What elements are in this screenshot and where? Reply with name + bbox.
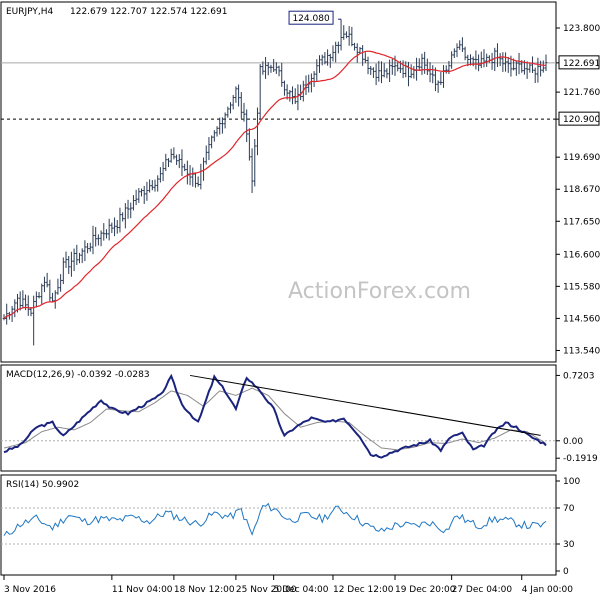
- support-price-box: [558, 111, 600, 126]
- rsi-panel-frame: [0, 474, 557, 576]
- time-axis-label: 25 Nov 20:00: [236, 585, 297, 595]
- macd-axis-label: -0.1919: [563, 454, 598, 464]
- rsi-axis-label: 30: [563, 540, 575, 550]
- watermark: ActionForex.com: [288, 279, 471, 304]
- ohlc-label: 122.679 122.707 122.574 122.691: [70, 7, 227, 17]
- time-axis: 3 Nov 2016 11 Nov 04:00 18 Nov 12:00 25 Nov…: [3, 575, 574, 595]
- time-axis-label: 11 Nov 04:00: [112, 585, 173, 595]
- macd-panel-frame: [0, 364, 557, 472]
- rsi-axis-label: 0: [563, 567, 569, 577]
- time-axis-label: 3 Nov 2016: [4, 585, 56, 595]
- rsi-line: [3, 502, 547, 536]
- moving-average-line: [3, 50, 546, 319]
- time-axis-label: 5 Dec 04:00: [274, 585, 329, 595]
- moving-average: [3, 50, 546, 319]
- price-panel: EURJPY,H4 122.679 122.707 122.574 122.69…: [0, 1, 557, 363]
- price-axis: 123.800 122.691 121.760 120.900 119.690 118.6…: [556, 24, 600, 577]
- price-levels: [1, 62, 556, 120]
- macd-line: [3, 373, 547, 459]
- high-annotation: 124.080: [288, 10, 342, 25]
- rsi-title: RSI(14) 50.9902: [6, 480, 79, 490]
- price-panel-frame: [0, 1, 557, 363]
- time-axis-label: 27 Dec 04:00: [452, 585, 513, 595]
- rsi-panel: RSI(14) 50.9902: [0, 474, 557, 576]
- high-annotation-box: [288, 10, 334, 25]
- time-axis-label: 19 Dec 20:00: [395, 585, 456, 595]
- price-axis-label: 116.600: [563, 250, 600, 260]
- macd-trendline: [189, 374, 541, 436]
- symbol-label: EURJPY,H4: [6, 7, 54, 17]
- price-axis-label: 113.540: [563, 346, 600, 356]
- macd-axis-label: 0.7203: [563, 371, 595, 381]
- rsi-axis-label: 70: [563, 504, 575, 514]
- time-axis-label: 18 Nov 12:00: [174, 585, 235, 595]
- price-axis-label: 122.691: [563, 59, 600, 69]
- current-price-box: [558, 55, 600, 70]
- price-axis-label: 123.800: [563, 24, 600, 34]
- price-axis-label: 120.900: [563, 115, 600, 125]
- price-axis-label: 115.580: [563, 282, 600, 292]
- price-axis-label: 114.560: [563, 314, 600, 324]
- rsi-axis-label: 100: [563, 477, 580, 487]
- time-axis-label: 12 Dec 12:00: [333, 585, 394, 595]
- high-annotation-label: 124.080: [292, 14, 329, 24]
- macd-panel: MACD(12,26,9) -0.0392 -0.0283: [0, 364, 557, 472]
- price-axis-label: 119.690: [563, 153, 600, 163]
- rsi-line: [1, 502, 556, 545]
- macd-title: MACD(12,26,9) -0.0392 -0.0283: [6, 370, 150, 380]
- time-axis-label: 4 Jan 00:00: [522, 585, 574, 595]
- macd-axis-label: 0.00: [563, 437, 583, 447]
- macd-signal-line: [3, 387, 547, 451]
- price-axis-label: 118.670: [563, 185, 600, 195]
- price-axis-label: 121.760: [563, 88, 600, 98]
- price-axis-label: 117.650: [563, 217, 600, 227]
- macd-lines: [1, 373, 556, 459]
